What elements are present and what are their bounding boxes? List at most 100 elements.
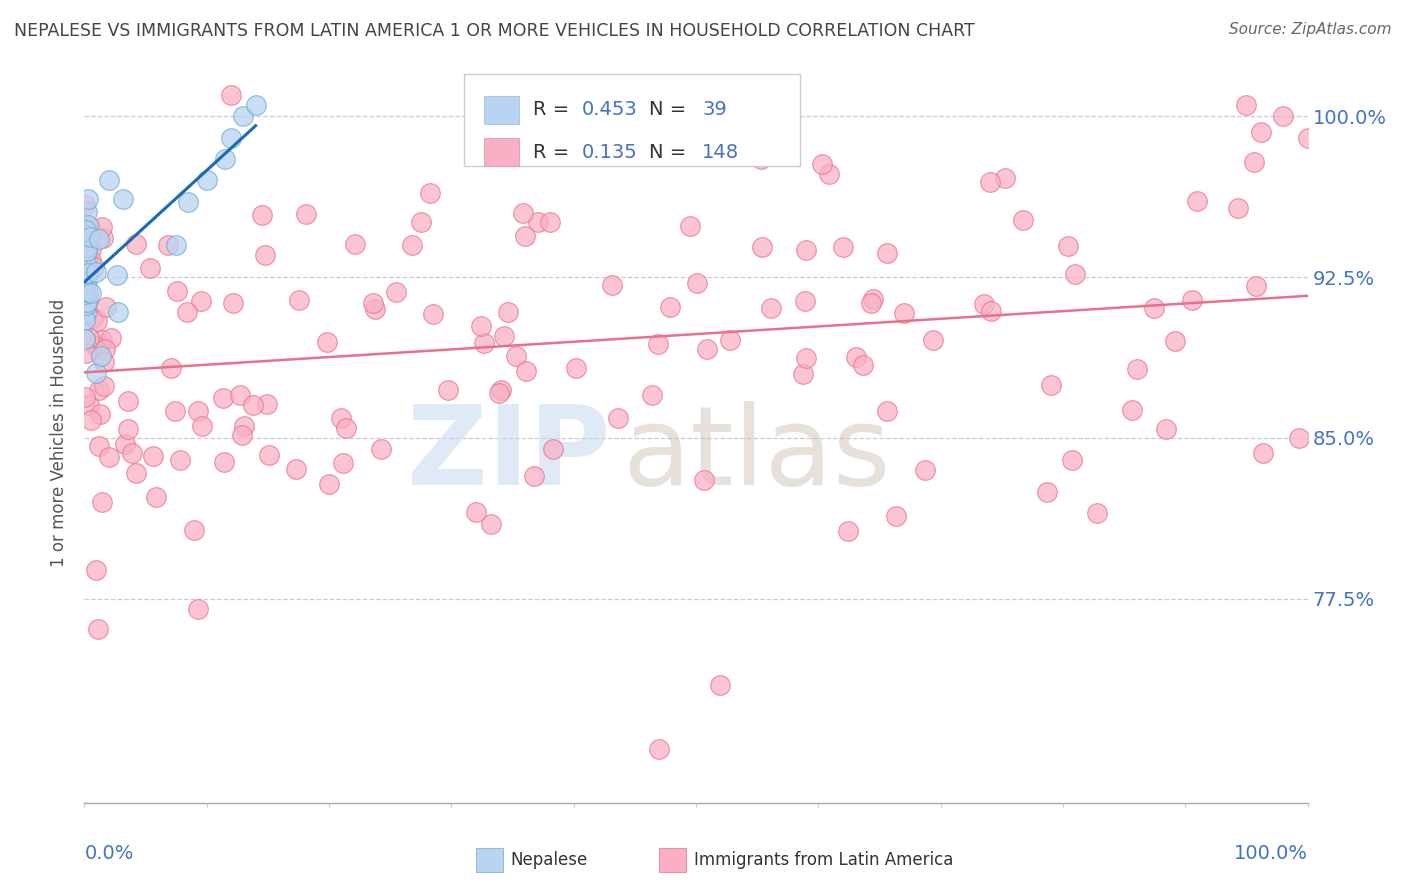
Point bbox=[75, 346, 97, 360]
Point bbox=[76, 204, 98, 219]
Point bbox=[980, 304, 1002, 318]
Point bbox=[187, 602, 209, 616]
Point bbox=[76, 285, 98, 299]
Point bbox=[76, 266, 98, 280]
Point bbox=[1164, 334, 1187, 348]
Point bbox=[318, 476, 340, 491]
Text: Nepalese: Nepalese bbox=[510, 851, 588, 869]
Point bbox=[87, 439, 110, 453]
Point bbox=[93, 379, 115, 393]
Point bbox=[91, 333, 114, 347]
Point bbox=[384, 285, 406, 299]
Point bbox=[914, 463, 936, 477]
Point bbox=[214, 455, 236, 469]
Point bbox=[79, 220, 101, 235]
Point bbox=[75, 298, 97, 312]
Point bbox=[75, 256, 97, 270]
Point bbox=[709, 678, 731, 692]
Point bbox=[422, 307, 444, 321]
Point bbox=[176, 305, 198, 319]
Point bbox=[84, 265, 107, 279]
Point bbox=[90, 219, 112, 234]
Point bbox=[696, 342, 718, 356]
Point bbox=[361, 296, 384, 310]
Point bbox=[370, 442, 392, 456]
Point bbox=[1121, 403, 1143, 417]
Point bbox=[401, 238, 423, 252]
Point bbox=[222, 295, 245, 310]
Point bbox=[73, 227, 96, 242]
Point bbox=[90, 349, 112, 363]
Point bbox=[195, 173, 218, 187]
Point bbox=[862, 292, 884, 306]
Point bbox=[139, 260, 162, 275]
Point bbox=[77, 293, 100, 307]
Point bbox=[75, 306, 97, 320]
Point bbox=[117, 422, 139, 436]
Point bbox=[187, 403, 209, 417]
Point bbox=[512, 206, 534, 220]
Point bbox=[893, 306, 915, 320]
Point bbox=[232, 419, 254, 434]
Bar bbox=[475, 848, 503, 871]
Point bbox=[76, 192, 98, 206]
Point bbox=[86, 314, 108, 328]
Point bbox=[73, 333, 96, 347]
Point bbox=[87, 342, 110, 356]
Point bbox=[979, 175, 1001, 189]
Point bbox=[363, 302, 385, 317]
Point bbox=[792, 367, 814, 381]
Point bbox=[817, 167, 839, 181]
Point bbox=[1063, 267, 1085, 281]
Point bbox=[515, 364, 537, 378]
Point bbox=[98, 172, 121, 186]
Point bbox=[515, 228, 537, 243]
Point bbox=[1251, 446, 1274, 460]
Point bbox=[332, 456, 354, 470]
Point bbox=[112, 192, 135, 206]
Point bbox=[419, 186, 441, 200]
Point bbox=[647, 337, 669, 351]
Point bbox=[73, 197, 96, 211]
Point bbox=[89, 407, 111, 421]
Point bbox=[214, 152, 236, 166]
Point bbox=[76, 295, 98, 310]
Point bbox=[100, 331, 122, 345]
Point bbox=[157, 238, 180, 252]
Point bbox=[845, 350, 868, 364]
Point bbox=[1246, 279, 1268, 293]
Text: 0.453: 0.453 bbox=[582, 100, 638, 120]
Point bbox=[465, 505, 488, 519]
Point bbox=[142, 449, 165, 463]
Point bbox=[98, 450, 121, 464]
Point bbox=[496, 305, 519, 319]
Text: N =: N = bbox=[650, 100, 693, 120]
Point bbox=[114, 437, 136, 451]
Point bbox=[793, 293, 815, 308]
Point bbox=[794, 351, 817, 365]
Point bbox=[190, 293, 212, 308]
Point bbox=[73, 313, 96, 327]
Point bbox=[89, 383, 111, 397]
Point bbox=[77, 398, 100, 412]
Point bbox=[679, 219, 702, 234]
Text: 0.135: 0.135 bbox=[582, 143, 638, 161]
Point bbox=[1039, 377, 1062, 392]
Point bbox=[91, 495, 114, 509]
Point bbox=[837, 524, 859, 538]
Point bbox=[256, 397, 278, 411]
Text: 100.0%: 100.0% bbox=[1233, 844, 1308, 863]
Point bbox=[87, 232, 110, 246]
Point bbox=[973, 296, 995, 310]
Point bbox=[538, 215, 561, 229]
Point bbox=[117, 393, 139, 408]
Point bbox=[75, 223, 97, 237]
Point bbox=[1236, 98, 1258, 112]
Point bbox=[288, 293, 311, 307]
Point bbox=[852, 358, 875, 372]
Point bbox=[121, 446, 143, 460]
Point bbox=[169, 452, 191, 467]
Text: 0.0%: 0.0% bbox=[84, 844, 134, 863]
Point bbox=[600, 278, 623, 293]
Bar bbox=[659, 848, 686, 871]
